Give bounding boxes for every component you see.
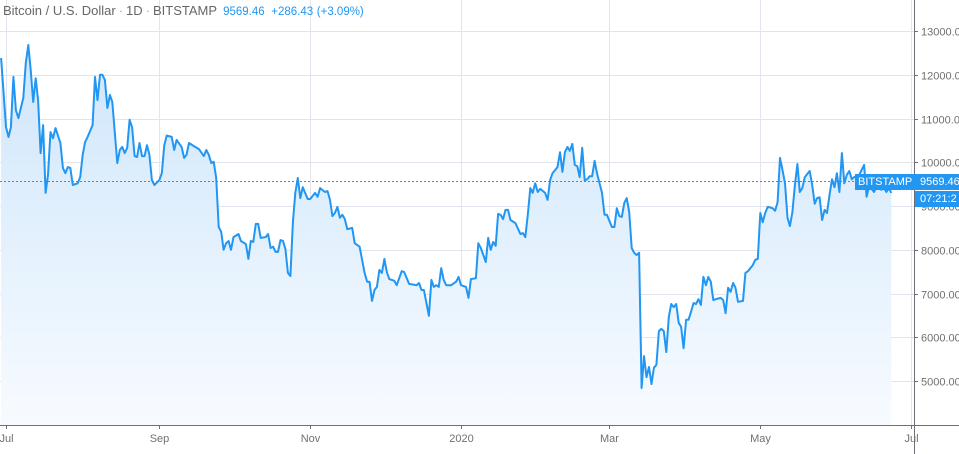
price-tick-label: 5000.00 xyxy=(921,377,959,389)
last-price: 9569.46 xyxy=(223,6,265,18)
time-tick-label: Jul xyxy=(904,433,918,445)
price-tick-label: 8000.00 xyxy=(921,246,959,258)
time-tick-label: 2020 xyxy=(449,433,473,445)
chart-legend: Bitcoin / U.S. Dollar · 1D · BITSTAMP 9569.46… xyxy=(3,3,364,18)
price-tick-label: 6000.00 xyxy=(921,333,959,345)
time-tick-label: Nov xyxy=(301,433,321,445)
price-change: +286.43 xyxy=(271,6,314,18)
time-tick-label: Mar xyxy=(600,433,619,445)
price-change-percent: (+3.09%) xyxy=(316,6,364,18)
bar-countdown-tag: 07:21:2 xyxy=(915,190,959,207)
exchange-price-tag: BITSTAMP xyxy=(855,173,915,190)
last-price-tag: 9569.46 xyxy=(915,173,959,190)
interval[interactable]: 1D xyxy=(126,3,143,18)
time-tick-label: Sep xyxy=(150,433,170,445)
price-axis[interactable]: 5000.006000.007000.008000.009000.0010000… xyxy=(914,27,959,389)
time-axis[interactable]: Jul Sep Nov 2020 Mar May Jul xyxy=(0,425,919,445)
exchange: BITSTAMP xyxy=(153,3,218,18)
separator: · xyxy=(118,3,124,18)
separator: · xyxy=(145,3,151,18)
time-tick-label: May xyxy=(750,433,771,445)
price-tick-label: 11000.00 xyxy=(921,115,959,127)
symbol-name[interactable]: Bitcoin / U.S. Dollar xyxy=(3,3,116,18)
price-tick-label: 13000.00 xyxy=(921,27,959,39)
price-tick-label: 10000.00 xyxy=(921,158,959,170)
price-tick-label: 12000.00 xyxy=(921,71,959,83)
price-area-fill xyxy=(1,45,892,425)
time-tick-label: Jul xyxy=(0,433,14,445)
price-line xyxy=(0,44,893,389)
price-tick-label: 7000.00 xyxy=(921,290,959,302)
